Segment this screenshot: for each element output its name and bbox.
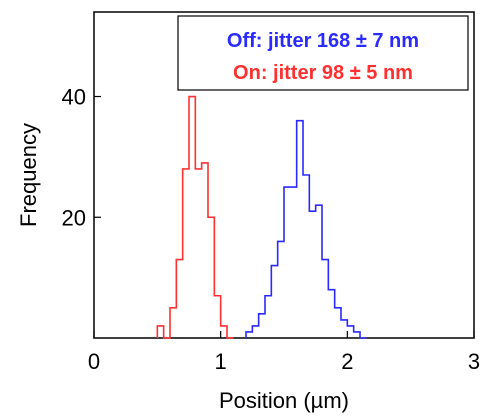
x-tick-label: 1 xyxy=(215,349,227,374)
x-axis-label: Position (µm) xyxy=(219,388,349,413)
legend: Off: jitter 168 ± 7 nm On: jitter 98 ± 5… xyxy=(177,15,469,91)
legend-box xyxy=(177,15,469,91)
y-axis-label: Frequency xyxy=(16,123,41,227)
y-tick-label: 20 xyxy=(62,205,86,230)
x-tick-label: 3 xyxy=(468,349,480,374)
x-tick-label: 0 xyxy=(88,349,100,374)
x-tick-label: 2 xyxy=(341,349,353,374)
legend-entry-on: On: jitter 98 ± 5 nm xyxy=(233,62,413,84)
histogram-series-off xyxy=(245,119,367,339)
legend-entry-off: Off: jitter 168 ± 7 nm xyxy=(227,30,419,52)
ticks-layer: 0 1 2 3 20 40 xyxy=(62,85,481,374)
plot-frame xyxy=(93,11,475,339)
histogram-series-on xyxy=(156,95,234,339)
y-tick-label: 40 xyxy=(62,85,86,110)
series-layer xyxy=(156,95,367,339)
